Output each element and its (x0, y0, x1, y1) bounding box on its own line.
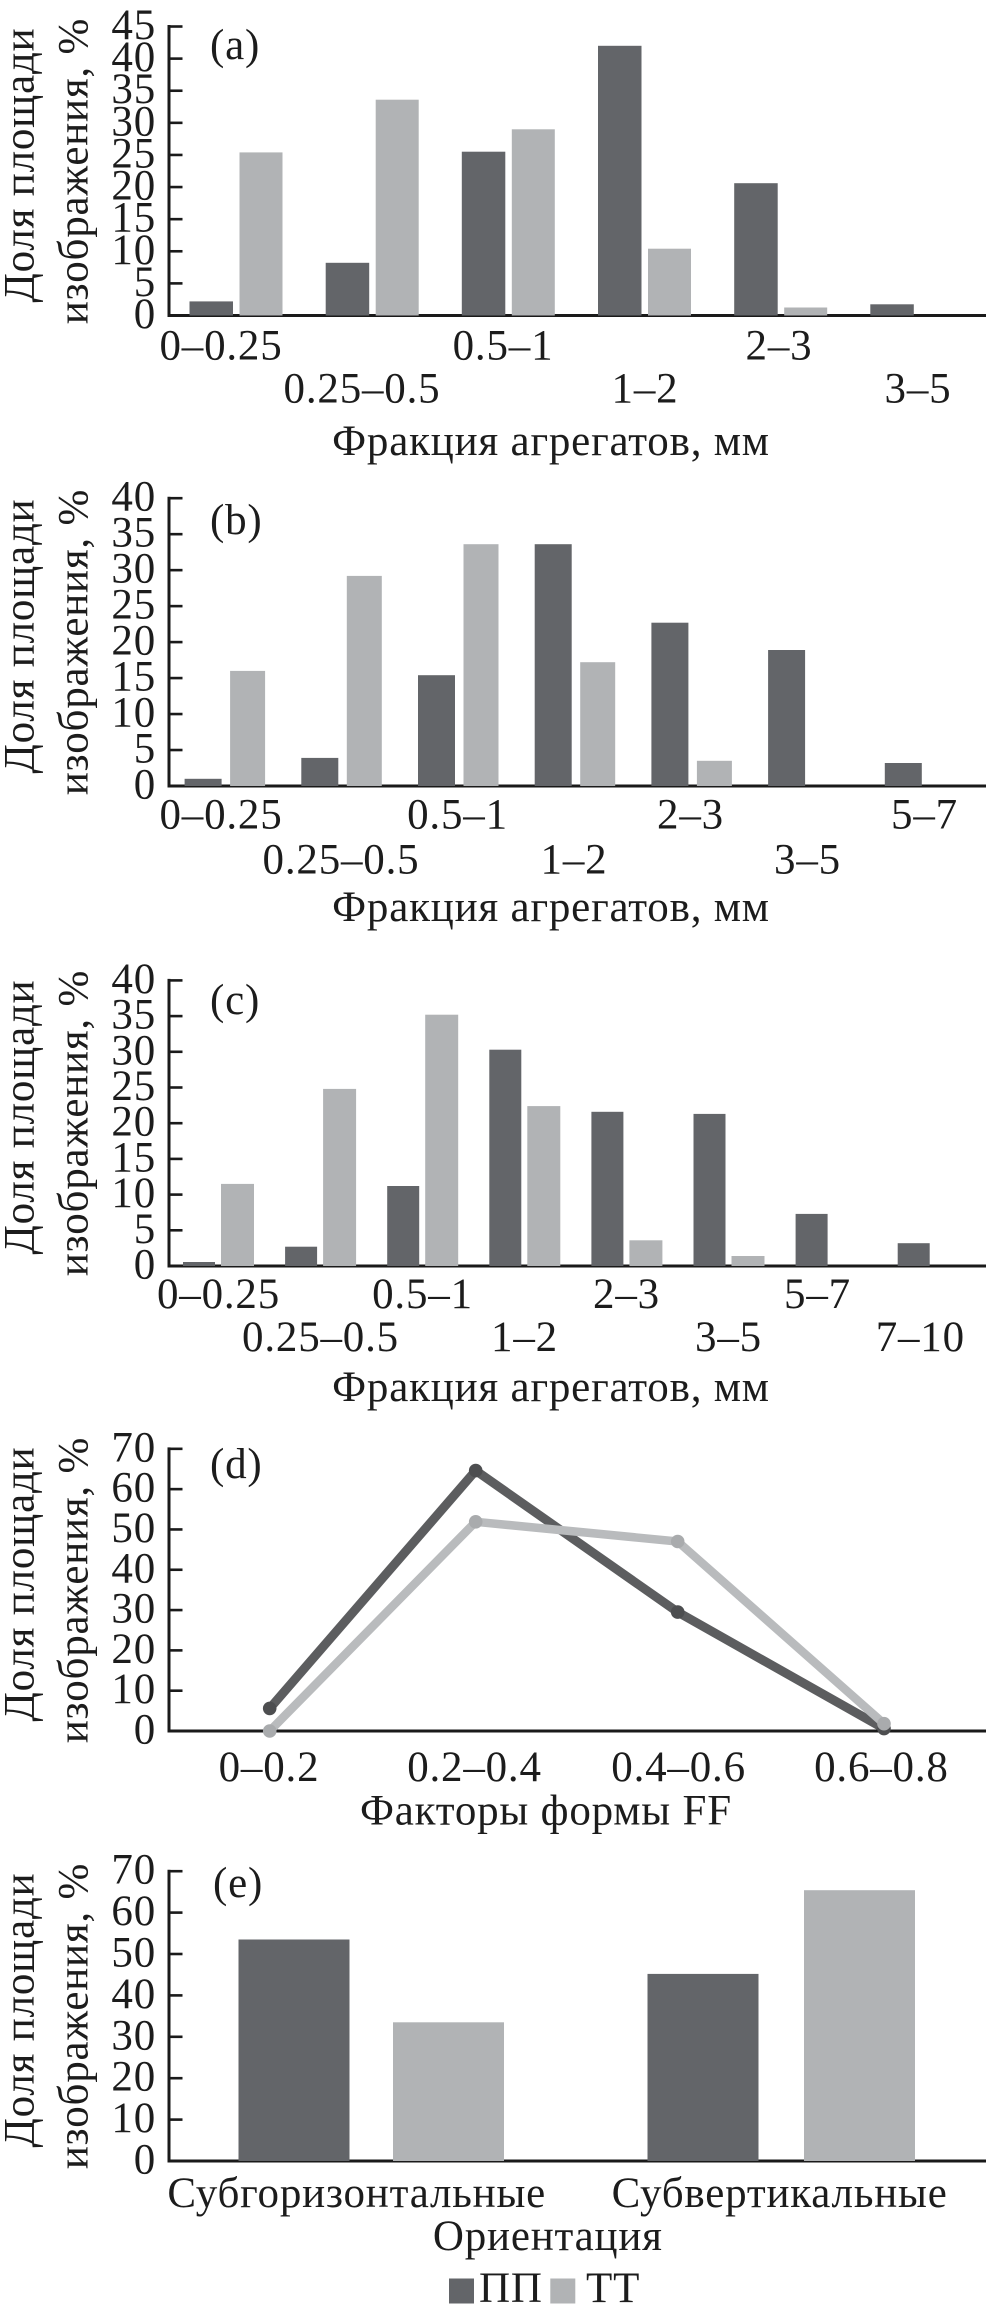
svg-text:Фракция агрегатов, мм: Фракция агрегатов, мм (332, 884, 770, 931)
svg-text:0.25–0.5: 0.25–0.5 (242, 1314, 399, 1361)
svg-text:Ориентация: Ориентация (433, 2213, 663, 2260)
svg-text:Субвертикальные: Субвертикальные (612, 2170, 948, 2217)
svg-text:70: 70 (111, 1424, 156, 1471)
svg-text:25: 25 (111, 1063, 156, 1110)
svg-text:0–0.25: 0–0.25 (157, 1271, 280, 1318)
svg-text:0–0.2: 0–0.2 (219, 1744, 320, 1791)
svg-text:0.25–0.5: 0.25–0.5 (263, 837, 420, 884)
svg-text:0–0.25: 0–0.25 (159, 323, 282, 370)
svg-text:60: 60 (111, 1465, 156, 1512)
svg-text:изображения, %: изображения, % (51, 1863, 98, 2169)
svg-text:20: 20 (111, 1099, 156, 1146)
svg-text:5–7: 5–7 (784, 1271, 851, 1318)
svg-text:0.2–0.4: 0.2–0.4 (407, 1744, 542, 1791)
svg-text:5–7: 5–7 (891, 792, 958, 839)
svg-text:40: 40 (111, 1971, 156, 2018)
svg-text:10: 10 (111, 690, 156, 737)
svg-text:3–5: 3–5 (774, 837, 841, 884)
svg-text:(b): (b) (210, 497, 263, 544)
svg-text:(e): (e) (213, 1860, 263, 1907)
svg-text:0: 0 (134, 2137, 156, 2184)
svg-text:70: 70 (111, 1847, 156, 1894)
svg-text:10: 10 (111, 1170, 156, 1217)
svg-text:45: 45 (111, 2, 156, 49)
svg-text:изображения, %: изображения, % (51, 970, 98, 1276)
svg-text:Фракция агрегатов, мм: Фракция агрегатов, мм (332, 1364, 770, 1411)
svg-text:25: 25 (111, 582, 156, 629)
svg-text:5: 5 (134, 1206, 156, 1253)
svg-text:0: 0 (134, 1707, 156, 1754)
svg-text:30: 30 (111, 546, 156, 593)
svg-text:0.4–0.6: 0.4–0.6 (611, 1744, 746, 1791)
svg-text:5: 5 (134, 726, 156, 773)
svg-text:15: 15 (111, 654, 156, 701)
svg-text:0.5–1: 0.5–1 (372, 1271, 473, 1318)
svg-text:20: 20 (111, 163, 156, 210)
svg-text:40: 40 (111, 34, 156, 81)
svg-text:50: 50 (111, 1505, 156, 1552)
svg-text:0: 0 (134, 291, 156, 338)
svg-text:3–5: 3–5 (885, 366, 952, 413)
svg-text:Доля площади: Доля площади (0, 499, 44, 774)
svg-text:Субгоризонтальные: Субгоризонтальные (167, 2170, 546, 2217)
svg-text:40: 40 (111, 1545, 156, 1592)
svg-text:20: 20 (111, 1626, 156, 1673)
svg-text:Доля площади: Доля площади (0, 1447, 44, 1722)
svg-text:2–3: 2–3 (593, 1271, 660, 1318)
svg-text:изображения, %: изображения, % (51, 1437, 98, 1743)
svg-text:0.5–1: 0.5–1 (407, 792, 508, 839)
svg-text:Фракция агрегатов, мм: Фракция агрегатов, мм (332, 418, 770, 465)
svg-text:3–5: 3–5 (695, 1314, 762, 1361)
svg-text:Доля площади: Доля площади (0, 28, 44, 303)
svg-text:Факторы формы FF: Факторы формы FF (360, 1788, 732, 1835)
svg-text:5: 5 (134, 259, 156, 306)
svg-text:0.5–1: 0.5–1 (453, 323, 554, 370)
svg-text:35: 35 (111, 992, 156, 1039)
svg-text:ТТ: ТТ (586, 2265, 640, 2312)
svg-text:1–2: 1–2 (491, 1314, 558, 1361)
svg-text:(c): (c) (210, 977, 260, 1024)
svg-text:Доля площади: Доля площади (0, 1873, 44, 2148)
svg-text:2–3: 2–3 (746, 323, 813, 370)
svg-text:10: 10 (111, 1666, 156, 1713)
svg-text:30: 30 (111, 1586, 156, 1633)
svg-text:35: 35 (111, 66, 156, 113)
svg-text:(d): (d) (210, 1441, 263, 1488)
svg-text:10: 10 (111, 227, 156, 274)
svg-text:10: 10 (111, 2095, 156, 2142)
svg-text:15: 15 (111, 195, 156, 242)
svg-text:Доля площади: Доля площади (0, 980, 44, 1255)
svg-text:50: 50 (111, 1930, 156, 1977)
svg-text:30: 30 (111, 98, 156, 145)
svg-text:изображения, %: изображения, % (51, 489, 98, 795)
svg-text:20: 20 (111, 618, 156, 665)
svg-text:30: 30 (111, 2012, 156, 2059)
svg-text:0: 0 (134, 1242, 156, 1289)
svg-text:0–0.25: 0–0.25 (159, 792, 282, 839)
svg-text:15: 15 (111, 1134, 156, 1181)
svg-text:1–2: 1–2 (612, 366, 679, 413)
svg-text:0.6–0.8: 0.6–0.8 (814, 1744, 949, 1791)
svg-text:60: 60 (111, 1888, 156, 1935)
svg-text:2–3: 2–3 (657, 792, 724, 839)
svg-text:1–2: 1–2 (541, 837, 608, 884)
svg-text:40: 40 (111, 956, 156, 1003)
svg-text:0.25–0.5: 0.25–0.5 (284, 366, 441, 413)
svg-text:20: 20 (111, 2054, 156, 2101)
svg-text:35: 35 (111, 510, 156, 557)
svg-text:изображения, %: изображения, % (51, 18, 98, 324)
svg-text:25: 25 (111, 131, 156, 178)
svg-text:(a): (a) (210, 22, 260, 69)
svg-text:7–10: 7–10 (876, 1314, 965, 1361)
svg-text:30: 30 (111, 1027, 156, 1074)
svg-text:40: 40 (111, 474, 156, 521)
svg-text:0: 0 (134, 762, 156, 809)
svg-text:ПП: ПП (479, 2265, 543, 2312)
